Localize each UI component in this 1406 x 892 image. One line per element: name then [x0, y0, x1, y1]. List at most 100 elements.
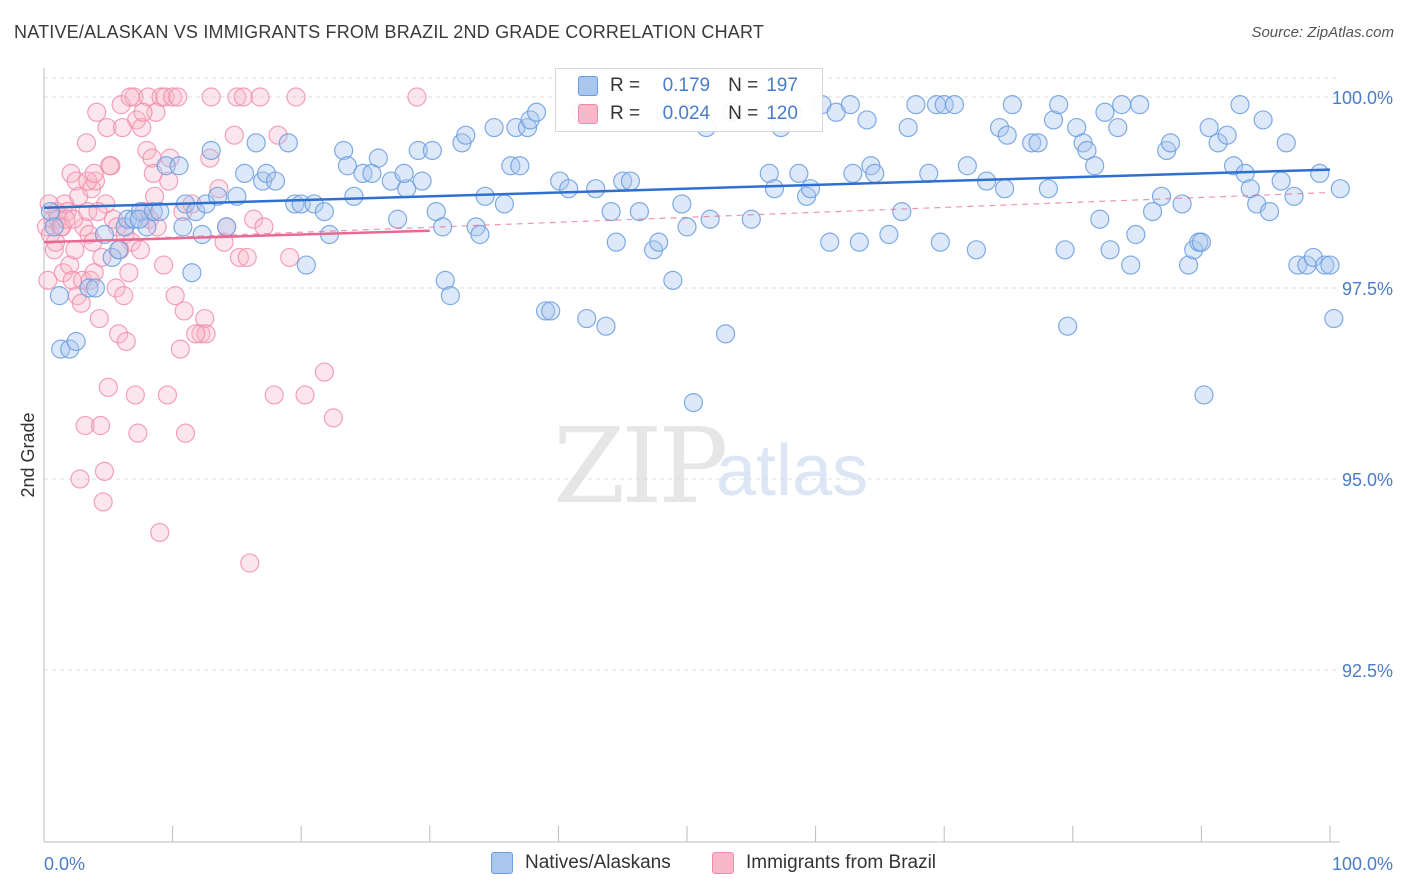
native-point: [857, 110, 877, 130]
brazil-point: [125, 385, 145, 405]
legend-n-value: 197: [766, 75, 798, 96]
brazil-point: [186, 324, 206, 344]
native-point: [169, 156, 189, 176]
brazil-point: [60, 255, 80, 275]
native-point: [1077, 140, 1097, 161]
brazil-point: [84, 163, 104, 183]
native-point: [840, 95, 860, 115]
native-point: [700, 209, 720, 229]
brazil-point: [75, 415, 95, 436]
native-point: [1230, 95, 1250, 115]
brazil-point: [250, 87, 270, 107]
legend-item-brazil[interactable]: Immigrants from Brazil: [712, 852, 936, 874]
native-point: [60, 339, 80, 359]
native-point: [934, 95, 954, 115]
native-point: [510, 156, 530, 176]
legend-row-native: R = 0.179 N = 197: [578, 73, 816, 99]
native-point: [672, 194, 692, 214]
native-point: [1324, 308, 1344, 329]
native-point: [1191, 232, 1212, 252]
native-point: [192, 224, 212, 245]
native-point: [129, 209, 149, 229]
native-point: [892, 202, 912, 222]
brazil-point: [244, 209, 264, 229]
native-point: [526, 102, 547, 122]
native-point: [1310, 163, 1330, 183]
native-point: [586, 179, 606, 199]
native-point: [235, 163, 255, 183]
brazil-point: [130, 240, 151, 260]
brazil-point: [63, 209, 84, 229]
legend-item-natives[interactable]: Natives/Alaskans: [491, 852, 671, 874]
brazil-point: [159, 171, 179, 191]
native-point: [1090, 209, 1110, 229]
brazil-point: [76, 133, 97, 153]
native-point: [957, 156, 977, 176]
native-point: [494, 194, 514, 214]
native-point: [715, 324, 736, 344]
native-point: [1276, 133, 1296, 153]
brazil-point: [108, 324, 129, 344]
native-point: [629, 202, 650, 222]
brazil-point: [71, 293, 91, 313]
brazil-point: [165, 286, 185, 306]
brazil-point: [224, 125, 244, 145]
native-point: [683, 393, 704, 413]
legend-label-brazil: Immigrants from Brazil: [746, 852, 937, 873]
native-point: [1121, 255, 1141, 275]
native-point: [995, 179, 1015, 199]
legend-r-value: 0.179: [662, 75, 711, 96]
brazil-point: [268, 125, 288, 145]
native-point: [44, 217, 64, 237]
native-point: [1130, 95, 1150, 115]
native-point: [541, 301, 561, 321]
native-point: [849, 232, 869, 252]
y-tick-label: 92.5%: [1342, 661, 1393, 681]
native-point: [1085, 156, 1105, 176]
brazil-point: [96, 194, 116, 214]
brazil-point: [85, 171, 106, 191]
native-point: [596, 316, 616, 336]
native-point: [759, 163, 779, 183]
native-point: [843, 163, 863, 183]
native-point: [1217, 125, 1237, 145]
native-point: [1160, 133, 1181, 153]
brazil-point: [94, 461, 115, 481]
brazil-point: [168, 87, 188, 107]
native-point: [898, 117, 918, 138]
brazil-point: [196, 324, 216, 344]
brazil-point: [157, 385, 178, 405]
native-point: [1178, 255, 1199, 275]
brazil-point: [295, 385, 315, 405]
legend-row-brazil: R = 0.024 N = 120: [578, 101, 816, 127]
trend-lines: [43, 168, 1331, 244]
legend-label-natives: Natives/Alaskans: [525, 852, 671, 873]
native-point: [470, 224, 490, 245]
legend-r-label: R =: [610, 75, 641, 96]
native-point: [1112, 95, 1132, 115]
y-tick-label: 95.0%: [1342, 470, 1393, 490]
native-point: [1194, 385, 1214, 405]
native-point: [1271, 171, 1291, 191]
native-point: [337, 156, 358, 176]
brazil-point: [78, 171, 98, 191]
brazil-trend-line: [43, 229, 430, 244]
brazil-point: [112, 117, 133, 138]
native-point: [1330, 179, 1350, 199]
brazil-point: [227, 87, 247, 107]
brazil-point: [175, 423, 196, 443]
brazil-point: [89, 308, 109, 329]
native-point: [919, 163, 939, 183]
brazil-point: [314, 362, 334, 382]
native-point: [649, 232, 669, 252]
native-point: [1100, 240, 1120, 260]
native-point: [102, 247, 122, 268]
chart-title: NATIVE/ALASKAN VS IMMIGRANTS FROM BRAZIL…: [14, 22, 765, 42]
brazil-point: [92, 247, 112, 268]
native-point: [217, 217, 237, 237]
native-point: [663, 270, 683, 290]
native-point: [1038, 179, 1058, 199]
native-point: [435, 270, 455, 290]
brazil-trend-dashed: [43, 191, 1331, 243]
